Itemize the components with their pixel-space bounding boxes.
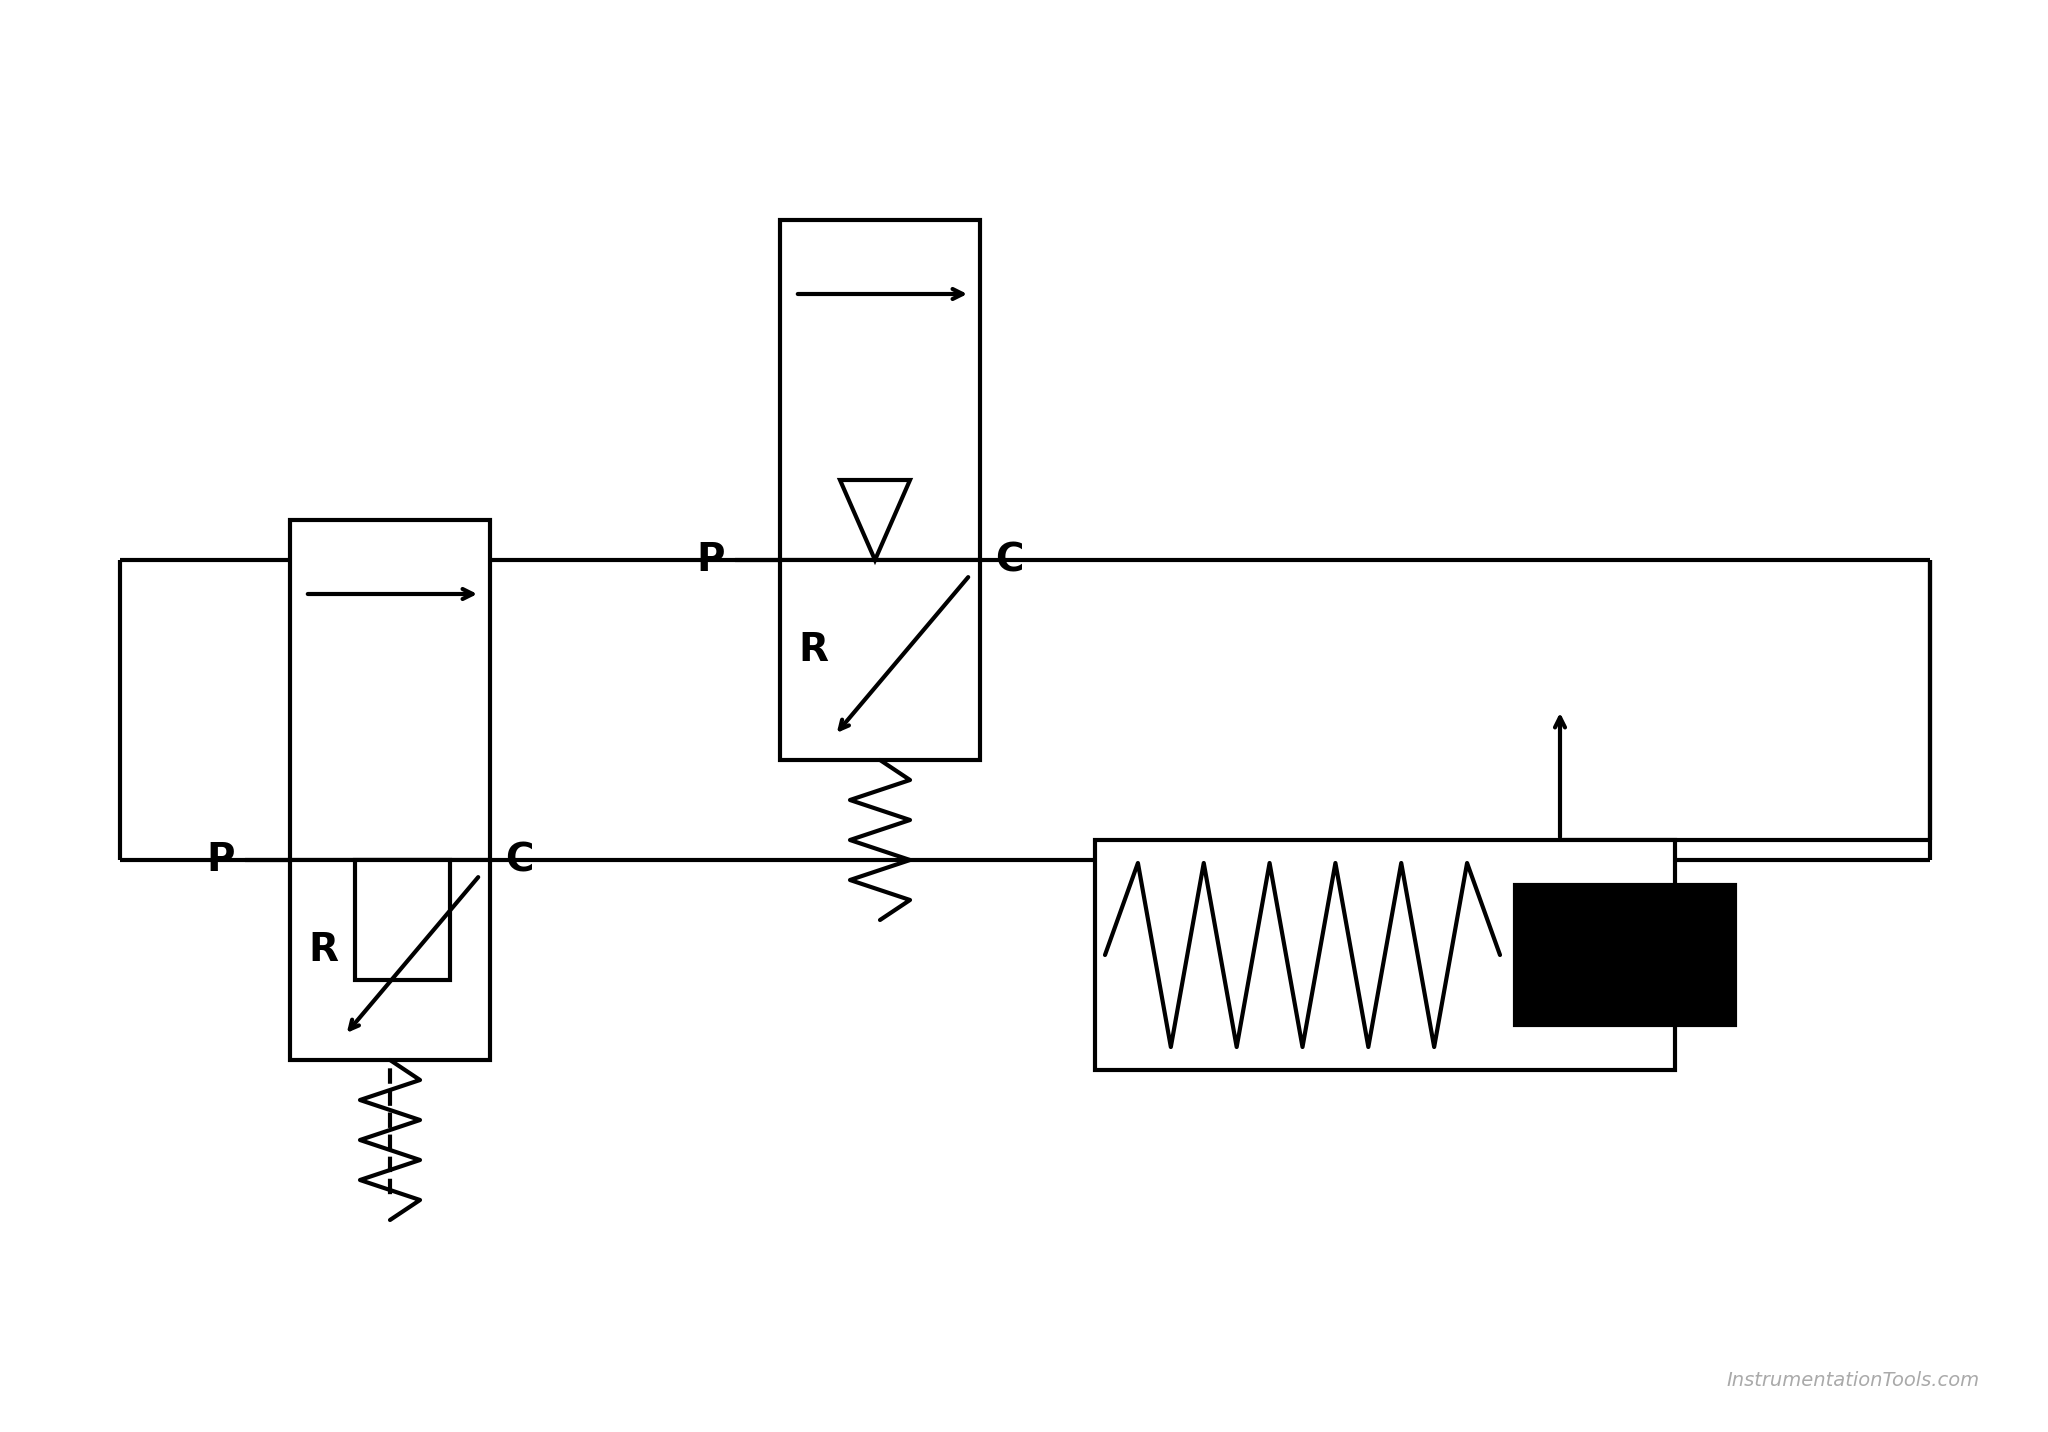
Bar (291, 861, 489, 1060)
Text: R: R (799, 632, 827, 669)
Text: C: C (995, 541, 1024, 579)
Text: P: P (696, 541, 725, 579)
Text: InstrumentationTools.com: InstrumentationTools.com (1726, 1370, 1980, 1390)
Bar (1516, 885, 1735, 1025)
Polygon shape (840, 480, 909, 560)
Bar (1096, 841, 1675, 1070)
Bar (354, 861, 451, 979)
Bar (291, 520, 489, 861)
Bar (780, 560, 981, 760)
Text: P: P (207, 841, 236, 879)
Bar (780, 221, 981, 560)
Text: C: C (506, 841, 532, 879)
Text: R: R (307, 931, 338, 969)
